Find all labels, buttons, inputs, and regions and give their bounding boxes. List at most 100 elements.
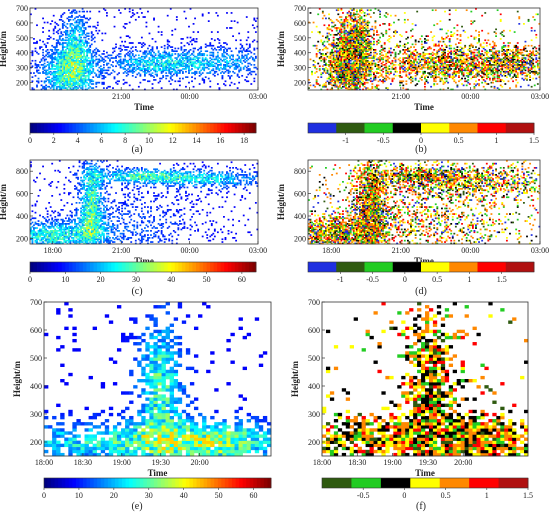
heatmap-cell — [372, 33, 375, 36]
heatmap-cell — [197, 53, 200, 55]
heatmap-cell — [93, 36, 96, 39]
heatmap-cell — [382, 57, 385, 59]
heatmap-cell — [90, 32, 93, 35]
heatmap-cell — [58, 73, 61, 76]
heatmap-cell — [437, 49, 440, 51]
heatmap-cell — [427, 53, 429, 55]
heatmap-cell — [346, 44, 349, 47]
heatmap-cell — [133, 66, 136, 69]
heatmap-cell — [397, 74, 400, 77]
heatmap-cell — [57, 49, 60, 51]
heatmap-cell — [52, 74, 55, 77]
heatmap-cell — [130, 55, 133, 58]
heatmap-cell — [371, 85, 374, 88]
heatmap-cell — [156, 70, 158, 73]
heatmap-cell — [427, 47, 429, 50]
heatmap-cell — [374, 54, 377, 57]
heatmap-cell — [479, 43, 482, 46]
heatmap-cell — [148, 57, 151, 59]
heatmap-cell — [84, 69, 87, 72]
heatmap-cell — [413, 53, 416, 55]
heatmap-cell — [328, 43, 330, 46]
heatmap-cell — [451, 72, 454, 74]
heatmap-cell — [250, 73, 253, 76]
heatmap-cell — [343, 29, 346, 32]
heatmap-cell — [139, 64, 142, 66]
heatmap-cell — [162, 57, 165, 59]
heatmap-cell — [102, 69, 105, 72]
heatmap-cell — [134, 18, 137, 21]
heatmap-cell — [185, 70, 187, 73]
heatmap-cell — [441, 57, 443, 59]
heatmap-cell — [416, 62, 419, 65]
heatmap-cell — [345, 49, 347, 51]
heatmap-cell — [64, 81, 67, 84]
heatmap-cell — [357, 31, 360, 33]
heatmap-cell — [481, 53, 484, 55]
heatmap-cell — [220, 49, 222, 51]
heatmap-cell — [417, 55, 420, 58]
heatmap-cell — [216, 31, 219, 33]
heatmap-cell — [355, 47, 358, 50]
heatmap-cell — [74, 72, 76, 74]
heatmap-cell — [408, 50, 411, 53]
heatmap-cell — [200, 47, 203, 50]
heatmap-cell — [175, 88, 178, 91]
heatmap-cell — [433, 61, 436, 63]
heatmap-cell — [471, 58, 474, 61]
heatmap-cell — [144, 74, 146, 77]
heatmap-cell — [45, 84, 48, 87]
heatmap-cell — [360, 17, 363, 20]
heatmap-cell — [427, 35, 429, 37]
heatmap-cell — [348, 53, 351, 55]
heatmap-cell — [382, 61, 385, 63]
heatmap-cell — [48, 54, 51, 57]
heatmap-cell — [328, 32, 330, 35]
heatmap-cell — [69, 39, 72, 42]
heatmap-cell — [33, 72, 35, 74]
heatmap-cell — [374, 25, 377, 28]
heatmap-cell — [450, 64, 453, 66]
heatmap-cell — [348, 58, 351, 61]
heatmap-cell — [248, 43, 251, 46]
heatmap-cell — [71, 80, 73, 83]
heatmap-cell — [400, 76, 403, 78]
heatmap-cell — [206, 58, 209, 61]
heatmap-cell — [359, 69, 361, 72]
heatmap-cell — [368, 74, 371, 77]
heatmap-cell — [369, 49, 372, 51]
heatmap-cell — [376, 31, 378, 33]
heatmap-cell — [365, 74, 368, 77]
heatmap-cell — [413, 65, 416, 68]
heatmap-cell — [157, 69, 160, 72]
heatmap-cell — [464, 68, 467, 70]
heatmap-cell — [72, 64, 75, 66]
heatmap-cell — [51, 20, 54, 22]
heatmap-cell — [163, 69, 166, 72]
heatmap-cell — [45, 44, 48, 47]
heatmap-cell — [337, 55, 340, 58]
heatmap-cell — [321, 68, 324, 70]
heatmap-cell — [365, 59, 368, 62]
heatmap-cell — [92, 62, 95, 65]
heatmap-cell — [451, 35, 454, 37]
heatmap-cell — [441, 51, 443, 54]
heatmap-cell — [209, 42, 212, 44]
heatmap-cell — [462, 61, 465, 63]
heatmap-cell — [334, 51, 337, 54]
heatmap-cell — [77, 21, 79, 24]
heatmap-cell — [80, 80, 82, 83]
heatmap-cell — [92, 69, 95, 72]
heatmap-cell — [185, 68, 187, 70]
heatmap-cell — [437, 68, 440, 70]
heatmap-cell — [473, 74, 476, 77]
heatmap-cell — [448, 38, 451, 40]
heatmap-cell — [188, 65, 190, 68]
heatmap-cell — [63, 12, 66, 14]
heatmap-cell — [178, 80, 181, 83]
heatmap-cell — [338, 74, 341, 77]
heatmap-cell — [74, 35, 76, 37]
heatmap-cell — [478, 64, 480, 66]
heatmap-cell — [201, 13, 204, 16]
heatmap-cell — [90, 65, 93, 68]
